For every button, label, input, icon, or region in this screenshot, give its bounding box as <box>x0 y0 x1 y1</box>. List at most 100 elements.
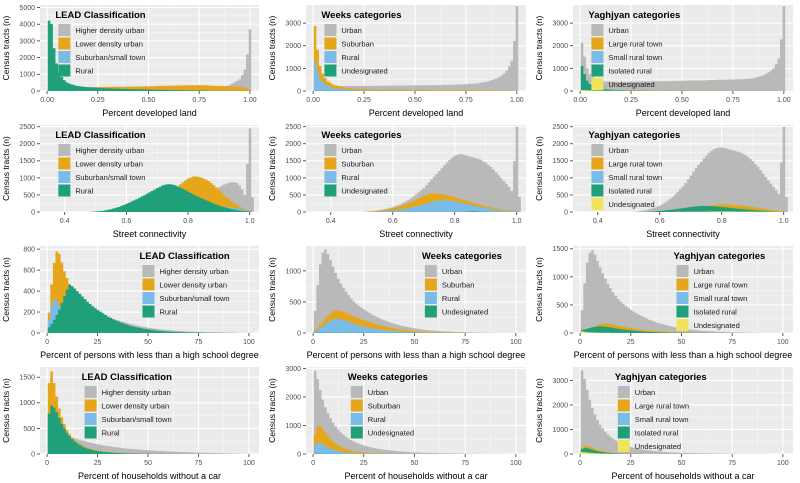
legend-label: Suburban/small town <box>75 53 145 62</box>
y-tick-label: 2000 <box>552 43 568 50</box>
x-tick-label: 50 <box>678 339 686 346</box>
x-tick-label: 0.50 <box>408 97 422 104</box>
legend-label: Undesignated <box>341 67 387 76</box>
y-tick-label: 3000 <box>19 38 35 45</box>
y-axis-title: Census tracts (n) <box>1 136 11 201</box>
panel-weeks-developed-land: 0 1000 2000 3000 0.00 0.25 0.50 0.75 1.00 Percent… <box>266 0 533 120</box>
y-tick-label: 200 <box>23 309 35 316</box>
legend-swatch-yellow <box>676 319 689 331</box>
chart-weeks-hs-degree: 0 500 1000 0 25 50 75 100 Percent of persons wit… <box>267 246 526 360</box>
y-tick-label: 500 <box>23 426 35 433</box>
y-tick-label: 2500 <box>285 124 301 131</box>
legend-swatch-green <box>591 184 604 197</box>
legend-label: Lower density urban <box>102 402 170 411</box>
y-tick-label: 800 <box>23 247 35 254</box>
legend: LEAD Classification Higher density urban L… <box>55 10 146 77</box>
x-axis-title: Percent of persons with less than a high… <box>574 350 793 360</box>
x-tick-label: 25 <box>627 460 635 467</box>
legend-label: Suburban <box>442 281 475 290</box>
legend-swatch-orange <box>142 278 155 291</box>
legend-swatch-orange <box>617 399 630 412</box>
legend-label: Lower density urban <box>75 160 143 169</box>
legend-swatch-yellow <box>591 78 604 90</box>
series-higher-density-urban <box>40 128 259 212</box>
x-tick-label: 0.75 <box>192 97 206 104</box>
legend: Yaghjyan categories Urban Large rural town… <box>588 130 680 210</box>
legend-label: Undesignated <box>341 187 387 196</box>
legend-title: Weeks categories <box>422 251 502 262</box>
y-tick-label: 1000 <box>552 427 568 434</box>
y-tick-label: 500 <box>23 192 35 199</box>
legend-swatch-green <box>142 305 155 318</box>
legend-swatch-blue <box>591 51 604 63</box>
legend-label: Isolated rural <box>635 429 679 438</box>
series-urban <box>306 249 526 333</box>
legend-swatch-orange <box>58 157 71 170</box>
chart-weeks-street-connectivity: 0 500 1000 1500 2000 2500 0.4 0.6 0.8 1.0 Street c… <box>267 124 526 239</box>
legend-title: LEAD Classification <box>55 10 145 21</box>
panel-lead-developed-land: 0 1000 2000 3000 4000 5000 0.00 0.25 0.50 0.75 1.0… <box>0 0 266 120</box>
x-tick-label: 0.4 <box>326 218 336 225</box>
legend-label: Undesignated <box>635 442 681 451</box>
x-tick-label: 75 <box>195 339 203 346</box>
legend-swatch-blue <box>58 51 71 63</box>
y-axis-title: Census tracts (n) <box>1 15 11 80</box>
y-axis-title: Census tracts (n) <box>534 378 544 443</box>
y-tick-label: 5000 <box>19 5 35 12</box>
legend: Yaghjyan categories Urban Large rural town… <box>615 372 707 452</box>
legend-swatch-blue <box>324 51 337 63</box>
x-tick-label: 1.00 <box>243 97 257 104</box>
chart-yaghjyan-developed-land: 0 1000 2000 3000 0.00 0.25 0.50 0.75 1.00 Percent… <box>534 5 793 118</box>
panel-yaghjyan-no-car: 0 1000 2000 3000 0 25 50 75 100 Percent of househ… <box>533 362 800 483</box>
y-tick-label: 0 <box>564 330 568 337</box>
y-tick-label: 2000 <box>285 394 301 401</box>
legend-label: Urban <box>693 267 713 276</box>
y-tick-label: 3000 <box>552 378 568 385</box>
chart-weeks-no-car: 0 1000 2000 3000 0 25 50 75 100 Percent of househ… <box>267 366 526 481</box>
x-tick-label: 1.00 <box>777 97 791 104</box>
y-tick-label: 2000 <box>285 43 301 50</box>
x-tick-label: 0 <box>578 339 582 346</box>
legend-title: LEAD Classification <box>82 372 172 383</box>
legend-swatch-yellow <box>617 440 630 452</box>
x-tick-label: 0.4 <box>593 218 603 225</box>
y-axis-title: Census tracts (n) <box>1 257 11 322</box>
x-tick-label: 0.8 <box>717 218 727 225</box>
legend: Yaghjyan categories Urban Large rural town… <box>588 10 680 90</box>
x-tick-label: 25 <box>94 460 102 467</box>
legend-swatch-blue <box>424 292 437 304</box>
series-isolated-rural <box>573 205 793 212</box>
legend-label: Large rural town <box>608 40 662 49</box>
panel-weeks-hs-degree: 0 500 1000 0 25 50 75 100 Percent of persons wit… <box>266 241 533 362</box>
y-tick-label: 2500 <box>19 124 35 131</box>
y-tick-label: 400 <box>23 288 35 295</box>
y-tick-label: 1000 <box>285 175 301 182</box>
legend-label: Urban <box>341 26 361 35</box>
legend-title: Weeks categories <box>348 372 428 383</box>
legend-swatch-green <box>324 64 337 77</box>
y-tick-label: 1000 <box>552 175 568 182</box>
legend-label: Urban <box>341 146 361 155</box>
legend-label: Urban <box>608 26 628 35</box>
series-rural <box>40 284 259 333</box>
x-tick-label: 0.25 <box>91 97 105 104</box>
series-rural <box>306 442 526 454</box>
x-tick-label: 0.6 <box>121 218 131 225</box>
y-tick-label: 500 <box>289 192 301 199</box>
x-tick-label: 100 <box>777 339 789 346</box>
legend: LEAD Classification Higher density urban L… <box>55 130 146 197</box>
legend-label: Suburban <box>368 402 401 411</box>
panel-weeks-street-connectivity: 0 500 1000 1500 2000 2500 0.4 0.6 0.8 1.0 Street c… <box>266 120 533 241</box>
x-tick-label: 50 <box>144 339 152 346</box>
y-axis-title: Census tracts (n) <box>534 257 544 322</box>
chart-yaghjyan-street-connectivity: 0 500 1000 1500 2000 2500 0.4 0.6 0.8 1.0 Street c… <box>534 124 793 239</box>
series-higher-density-urban <box>40 418 259 454</box>
y-tick-label: 1000 <box>552 274 568 281</box>
y-tick-label: 0 <box>564 209 568 216</box>
legend-label: Small rural town <box>608 53 662 62</box>
x-tick-label: 1.0 <box>512 218 522 225</box>
x-tick-label: 100 <box>777 460 789 467</box>
panel-lead-hs-degree: 0 200 400 600 800 0 25 50 75 100 Percent of person… <box>0 241 266 362</box>
y-axis-title: Census tracts (n) <box>267 257 277 322</box>
legend-title: Weeks categories <box>321 130 401 141</box>
